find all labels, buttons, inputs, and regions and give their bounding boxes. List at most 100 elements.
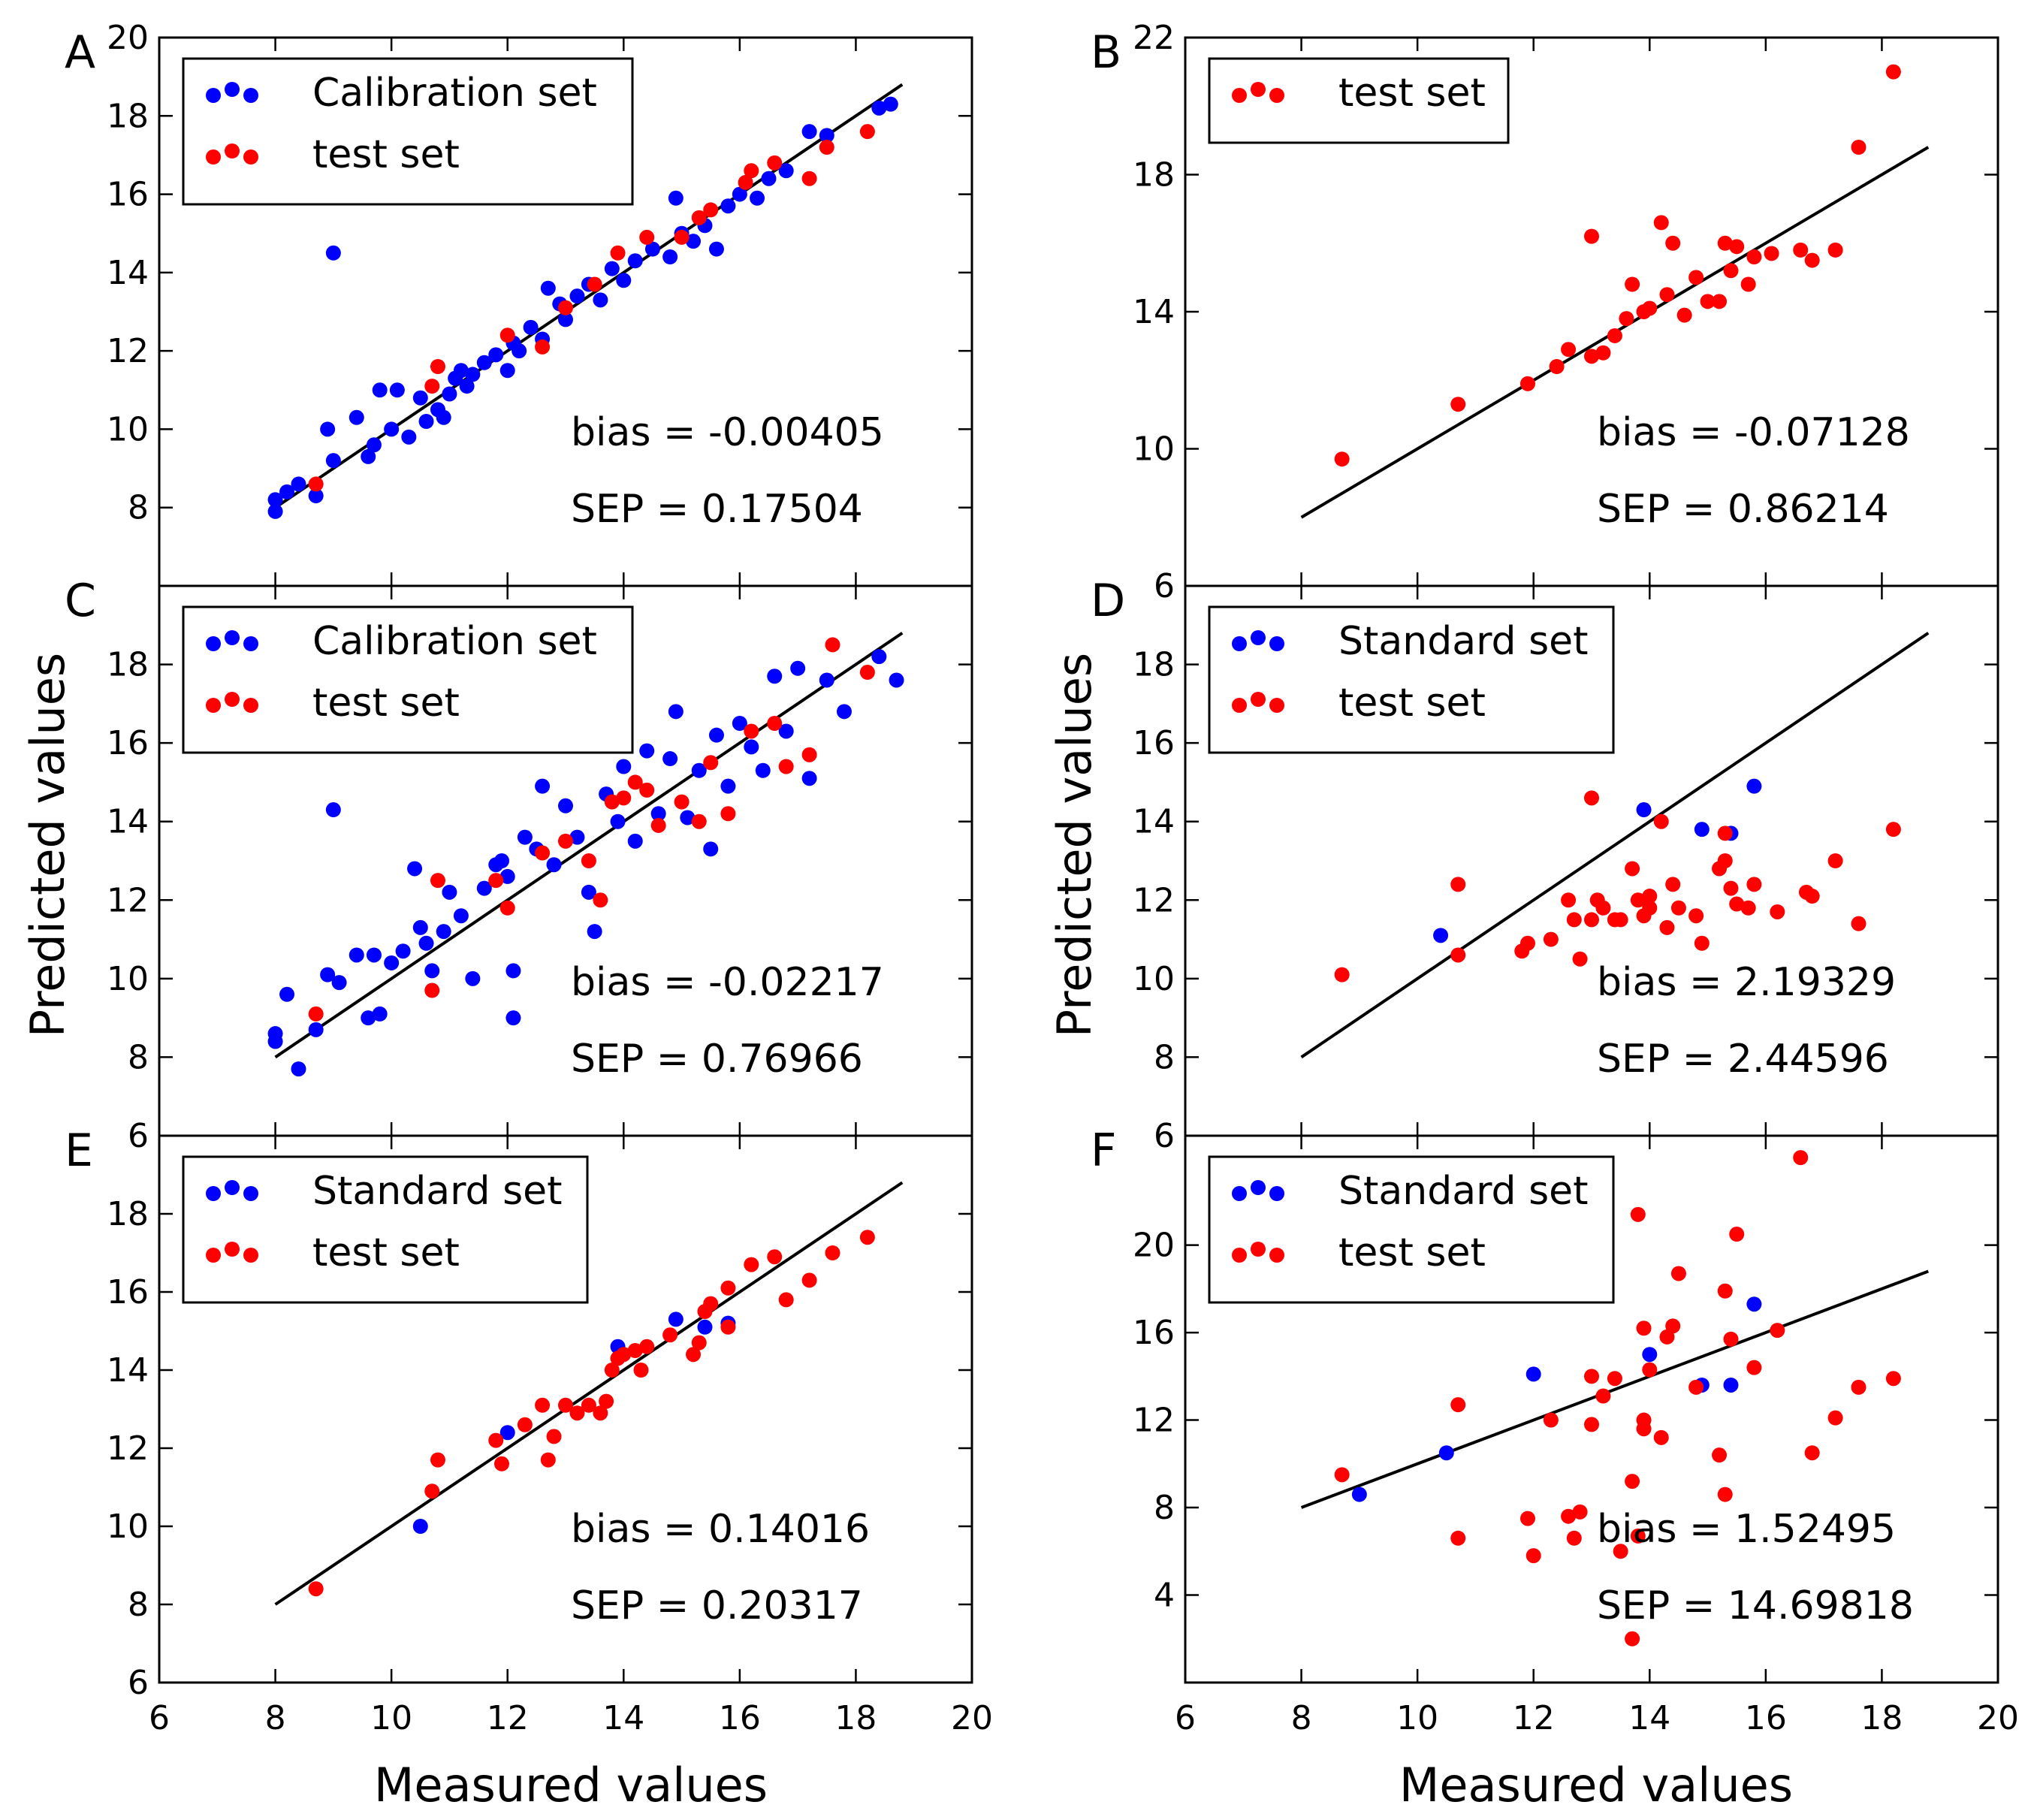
data-point	[883, 96, 898, 112]
data-point	[825, 637, 840, 653]
data-point	[1746, 877, 1762, 892]
legend-label: test set	[312, 681, 460, 726]
series-test-set	[308, 637, 875, 1022]
legend-marker	[243, 698, 258, 713]
legend-marker	[206, 1186, 221, 1201]
data-point	[1827, 853, 1843, 868]
data-point	[1653, 215, 1669, 231]
series-standard-set	[1433, 778, 1762, 943]
data-point	[1723, 880, 1739, 896]
series-test-set	[308, 124, 875, 492]
y-tick-label: 6	[1154, 567, 1175, 605]
fit-line	[274, 632, 904, 1059]
y-tick-label: 8	[128, 1586, 149, 1624]
data-point	[593, 292, 608, 308]
data-point	[1438, 1445, 1454, 1461]
data-point	[1584, 1417, 1599, 1432]
y-tick-label: 20	[1133, 1227, 1175, 1265]
data-point	[430, 359, 445, 374]
data-point	[325, 453, 341, 469]
x-tick-label: 18	[834, 1699, 877, 1737]
data-point	[1334, 967, 1350, 982]
data-point	[1519, 376, 1535, 391]
data-point	[279, 986, 295, 1002]
y-tick-label: 18	[1133, 646, 1175, 684]
bias-label: bias = 1.52495	[1597, 1507, 1896, 1552]
legend-marker	[1232, 636, 1247, 651]
panels-group: 8 10 12 14 16 18 20 Calibration set test set bias…	[65, 19, 2019, 1737]
data-point	[1519, 1511, 1535, 1526]
x-tick-label: 6	[149, 1699, 170, 1737]
data-point	[308, 476, 324, 492]
y-tick-label: 6	[128, 1664, 149, 1702]
data-point	[644, 241, 660, 257]
data-point	[778, 1292, 794, 1308]
fit-line	[1300, 1269, 1929, 1509]
data-point	[1549, 359, 1565, 374]
data-point	[581, 1397, 596, 1413]
bias-label: bias = -0.02217	[571, 960, 884, 1005]
legend-marker	[1232, 1248, 1247, 1263]
panel-e: 6 8 10 12 14 16 18 6 8 10 12 14 16 18 20 Standard set te…	[65, 1124, 993, 1737]
data-point	[639, 743, 655, 759]
data-point	[1613, 1544, 1628, 1559]
legend-marker	[1269, 1248, 1284, 1263]
legend-marker	[1232, 698, 1247, 713]
data-point	[308, 1581, 324, 1597]
data-point	[517, 829, 533, 845]
data-point	[639, 1339, 655, 1354]
data-point	[331, 975, 347, 991]
series-calibration-set	[267, 649, 904, 1077]
legend-box	[1208, 1155, 1615, 1304]
data-point	[708, 241, 724, 257]
data-point	[1770, 904, 1785, 919]
data-point	[1595, 345, 1611, 361]
data-point	[1804, 1445, 1820, 1461]
data-point	[436, 924, 451, 940]
y-tick-label: 14	[107, 254, 149, 292]
data-point	[767, 669, 783, 684]
data-point	[1607, 327, 1622, 343]
data-point	[1700, 294, 1716, 309]
data-point	[1653, 1429, 1669, 1445]
data-point	[499, 900, 515, 916]
data-point	[412, 919, 428, 935]
bias-label: bias = -0.00405	[571, 410, 884, 455]
legend-marker	[225, 143, 240, 158]
legend-box	[182, 1155, 589, 1304]
y-tick-label: 10	[1133, 960, 1175, 998]
legend-label: test set	[1338, 681, 1486, 726]
y-tick-label: 22	[1133, 19, 1175, 57]
data-point	[499, 1425, 515, 1441]
data-point	[599, 1393, 614, 1409]
data-point	[587, 924, 602, 940]
data-point	[401, 429, 417, 445]
data-point	[604, 261, 620, 276]
data-point	[1566, 912, 1582, 928]
data-point	[1770, 1323, 1785, 1339]
data-point	[697, 1319, 713, 1335]
y-tick-label: 16	[107, 724, 149, 762]
y-tick-label: 16	[107, 176, 149, 214]
data-point	[1450, 1397, 1466, 1413]
data-point	[859, 665, 875, 681]
legend-marker	[206, 88, 221, 103]
data-point	[819, 128, 834, 143]
data-point	[691, 762, 707, 778]
legend-marker	[1269, 698, 1284, 713]
data-point	[859, 1230, 875, 1245]
y-tick-label: 10	[107, 960, 149, 998]
panel-letter: E	[65, 1124, 93, 1177]
data-point	[889, 672, 904, 688]
y-tick-label: 14	[1133, 293, 1175, 331]
legend-marker	[1232, 88, 1247, 103]
data-point	[703, 841, 719, 857]
y-tick-label: 4	[1154, 1577, 1175, 1615]
data-point	[267, 1034, 283, 1049]
data-point	[801, 1272, 817, 1288]
data-point	[1885, 1371, 1901, 1387]
data-point	[535, 339, 551, 355]
y-tick-label: 20	[107, 19, 149, 57]
sep-label: SEP = 14.69818	[1597, 1583, 1914, 1628]
